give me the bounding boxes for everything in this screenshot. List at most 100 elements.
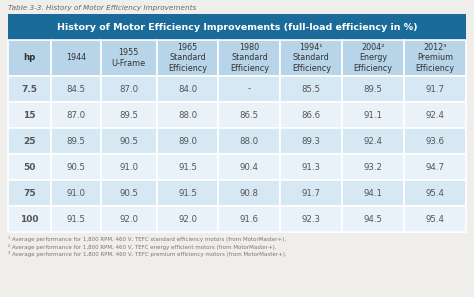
- Bar: [404, 40, 466, 76]
- Bar: [280, 154, 342, 180]
- Text: ² Average performance for 1,800 RPM, 460 V, TEFC energy efficient motors (from M: ² Average performance for 1,800 RPM, 460…: [8, 244, 276, 249]
- Text: 92.0: 92.0: [178, 214, 197, 224]
- Text: 88.0: 88.0: [178, 110, 197, 119]
- Text: hp: hp: [23, 53, 36, 62]
- Text: ¹ Average performance for 1,800 RPM, 460 V, TEFC standard efficiency motors (fro: ¹ Average performance for 1,800 RPM, 460…: [8, 236, 286, 242]
- Bar: [156, 206, 219, 232]
- Bar: [404, 180, 466, 206]
- Text: 93.6: 93.6: [426, 137, 445, 146]
- Bar: [51, 102, 101, 128]
- Text: 50: 50: [23, 162, 36, 171]
- Bar: [8, 102, 51, 128]
- Text: Table 3-3. History of Motor Efficiency Improvements: Table 3-3. History of Motor Efficiency I…: [8, 5, 196, 11]
- Text: 90.8: 90.8: [240, 189, 259, 198]
- Bar: [101, 40, 156, 76]
- Text: 91.5: 91.5: [178, 162, 197, 171]
- Bar: [51, 206, 101, 232]
- Text: 1944: 1944: [66, 53, 86, 62]
- Bar: [280, 102, 342, 128]
- Bar: [404, 128, 466, 154]
- Text: 89.3: 89.3: [302, 137, 321, 146]
- Text: 91.6: 91.6: [240, 214, 259, 224]
- Bar: [404, 102, 466, 128]
- Text: 2004²
Energy
Efficiency: 2004² Energy Efficiency: [354, 43, 392, 73]
- Text: 91.5: 91.5: [178, 189, 197, 198]
- Bar: [51, 128, 101, 154]
- Bar: [280, 40, 342, 76]
- Text: 85.5: 85.5: [302, 85, 321, 94]
- Text: 91.0: 91.0: [66, 189, 85, 198]
- Bar: [342, 40, 404, 76]
- Bar: [51, 40, 101, 76]
- Text: 25: 25: [23, 137, 36, 146]
- Text: 84.5: 84.5: [66, 85, 85, 94]
- Text: 1965
Standard
Efficiency: 1965 Standard Efficiency: [168, 43, 207, 73]
- Bar: [342, 206, 404, 232]
- Bar: [219, 76, 280, 102]
- Bar: [219, 180, 280, 206]
- Bar: [101, 206, 156, 232]
- Text: 89.5: 89.5: [364, 85, 383, 94]
- Text: 91.3: 91.3: [302, 162, 321, 171]
- Text: 1955
U-Frame: 1955 U-Frame: [112, 48, 146, 68]
- Text: 94.7: 94.7: [426, 162, 445, 171]
- Bar: [8, 206, 51, 232]
- Text: 89.0: 89.0: [178, 137, 197, 146]
- Text: -: -: [248, 85, 251, 94]
- Bar: [342, 180, 404, 206]
- Text: 2012³
Premium
Efficiency: 2012³ Premium Efficiency: [416, 43, 455, 73]
- Bar: [101, 76, 156, 102]
- Bar: [342, 102, 404, 128]
- Text: 93.2: 93.2: [364, 162, 383, 171]
- Bar: [8, 14, 466, 40]
- Text: 91.7: 91.7: [426, 85, 445, 94]
- Text: 84.0: 84.0: [178, 85, 197, 94]
- Text: 91.0: 91.0: [119, 162, 138, 171]
- Text: 92.4: 92.4: [364, 137, 383, 146]
- Bar: [404, 206, 466, 232]
- Text: 7.5: 7.5: [21, 85, 37, 94]
- Text: 100: 100: [20, 214, 39, 224]
- Text: 92.3: 92.3: [302, 214, 321, 224]
- Bar: [156, 40, 219, 76]
- Text: 95.4: 95.4: [426, 189, 445, 198]
- Text: 92.0: 92.0: [119, 214, 138, 224]
- Bar: [404, 154, 466, 180]
- Bar: [219, 102, 280, 128]
- Bar: [101, 102, 156, 128]
- Text: 15: 15: [23, 110, 36, 119]
- Bar: [280, 128, 342, 154]
- Text: 94.1: 94.1: [364, 189, 383, 198]
- Bar: [404, 76, 466, 102]
- Text: 87.0: 87.0: [119, 85, 138, 94]
- Text: 90.5: 90.5: [119, 137, 138, 146]
- Bar: [280, 206, 342, 232]
- Bar: [51, 76, 101, 102]
- Text: 86.6: 86.6: [302, 110, 321, 119]
- Bar: [156, 180, 219, 206]
- Bar: [219, 154, 280, 180]
- Text: 95.4: 95.4: [426, 214, 445, 224]
- Text: 90.5: 90.5: [66, 162, 85, 171]
- Text: ³ Average performance for 1,800 RPM, 460 V, TEFC premium efficiency motors (from: ³ Average performance for 1,800 RPM, 460…: [8, 251, 287, 257]
- Text: 75: 75: [23, 189, 36, 198]
- Text: 91.1: 91.1: [364, 110, 383, 119]
- Bar: [219, 40, 280, 76]
- Text: 90.4: 90.4: [240, 162, 259, 171]
- Bar: [342, 128, 404, 154]
- Bar: [51, 180, 101, 206]
- Text: 91.7: 91.7: [302, 189, 321, 198]
- Bar: [342, 76, 404, 102]
- Bar: [8, 76, 51, 102]
- Text: 91.5: 91.5: [66, 214, 85, 224]
- Bar: [101, 180, 156, 206]
- Text: 88.0: 88.0: [240, 137, 259, 146]
- Text: 89.5: 89.5: [66, 137, 85, 146]
- Bar: [101, 128, 156, 154]
- Text: 87.0: 87.0: [66, 110, 85, 119]
- Bar: [342, 154, 404, 180]
- Bar: [219, 128, 280, 154]
- Bar: [156, 102, 219, 128]
- Text: 1980
Standard
Efficiency: 1980 Standard Efficiency: [230, 43, 269, 73]
- Bar: [8, 40, 51, 76]
